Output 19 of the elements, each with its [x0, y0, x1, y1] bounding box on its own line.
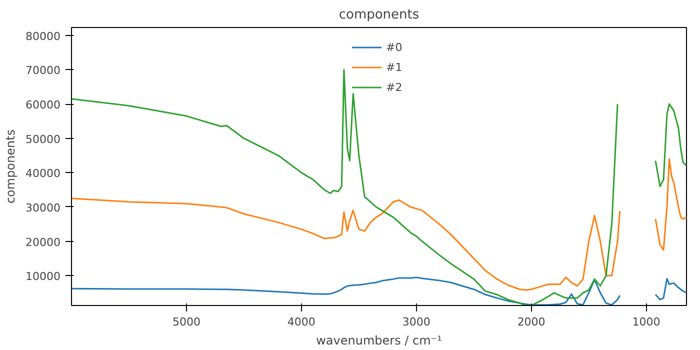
x-tick-label: 1000 [632, 316, 660, 328]
y-tick-label: 20000 [26, 236, 61, 249]
y-tick-label: 50000 [26, 132, 61, 146]
x-tick-label: 3000 [402, 316, 430, 328]
y-tick-label: 30000 [26, 202, 61, 214]
y-tick-label: 60000 [26, 98, 61, 112]
y-axis-title: components [4, 129, 18, 204]
x-tick-label: 5000 [172, 316, 200, 328]
y-tick-label: 80000 [26, 30, 61, 43]
chart-title: components [338, 8, 420, 22]
y-tick-label: 10000 [26, 270, 61, 284]
legend-label: #0 [386, 40, 404, 54]
y-tick-label: 40000 [26, 167, 61, 180]
legend-label: #2 [386, 80, 404, 94]
legend-label: #1 [386, 60, 404, 74]
x-tick-label: 4000 [287, 316, 316, 328]
x-axis-title: wavenumbers / cm⁻¹ [316, 334, 442, 348]
x-tick-label: 2000 [517, 316, 546, 328]
y-tick-label: 70000 [26, 64, 61, 78]
